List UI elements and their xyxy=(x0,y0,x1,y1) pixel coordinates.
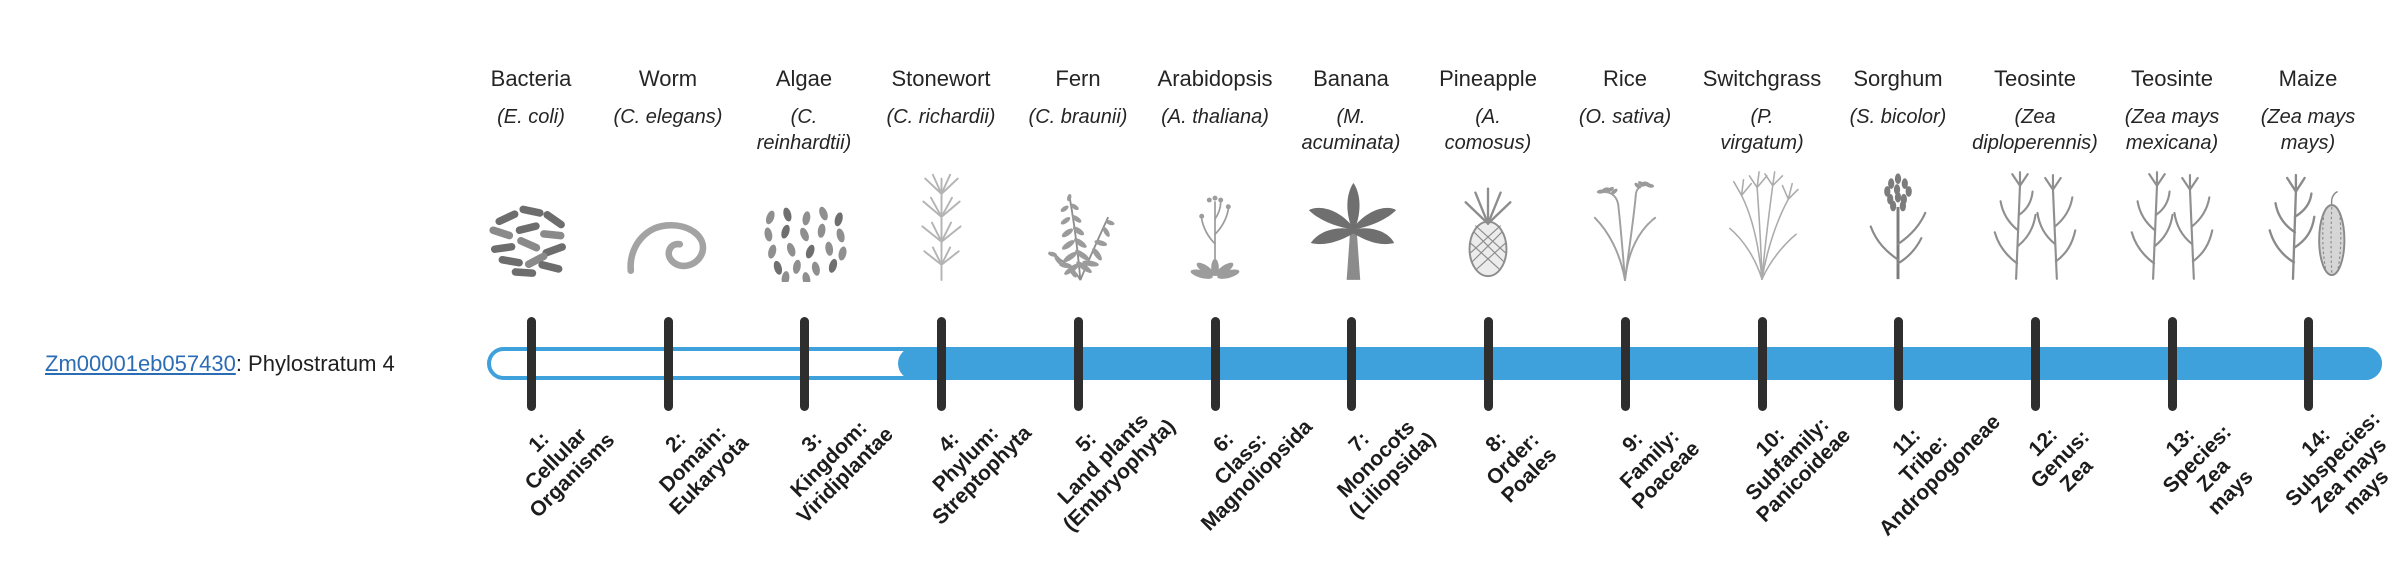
phylostratum-tick-10 xyxy=(1758,317,1767,411)
phylostratum-tick-1 xyxy=(527,317,536,411)
teosinte-icon xyxy=(1987,170,2084,282)
species-latin-name: (O. sativa) xyxy=(1578,106,1672,128)
phylostratum-tick-6 xyxy=(1211,317,1220,411)
species-illustration-box xyxy=(451,160,611,282)
species-common-name: Teosinte xyxy=(1994,66,2076,91)
species-column-sorghum: Sorghum (S. bicolor) xyxy=(1818,62,1978,282)
species-latin-name: (C. reinhardtii) xyxy=(756,106,852,154)
species-column-fern: Fern (C. braunii) xyxy=(998,62,1158,282)
species-common-name: Pineapple xyxy=(1439,66,1537,91)
phylostratum-tick-7 xyxy=(1347,317,1356,411)
species-latin-name: (Zea mays mays) xyxy=(2260,106,2356,154)
teosinte-icon xyxy=(2124,170,2221,282)
species-column-banana: Banana (M. acuminata) xyxy=(1271,62,1431,282)
species-column-maize: Maize (Zea mays mays) xyxy=(2228,62,2388,282)
species-latin-name: (Zea diploperennis) xyxy=(1972,106,2098,154)
species-common-name: Arabidopsis xyxy=(1157,66,1273,91)
algae-icon xyxy=(757,206,852,282)
bacteria-icon xyxy=(484,197,579,282)
species-latin-name: (C. braunii) xyxy=(1028,106,1128,128)
phylostrata-bar-fill xyxy=(898,347,2382,380)
species-illustration-box xyxy=(998,160,1158,282)
species-illustration-box xyxy=(2228,160,2388,282)
species-illustration-box xyxy=(1818,160,1978,282)
phylostratum-tick-14 xyxy=(2304,317,2313,411)
species-common-name: Banana xyxy=(1313,66,1389,91)
species-common-name: Rice xyxy=(1602,66,1647,91)
species-column-arabidopsis: Arabidopsis (A. thaliana) xyxy=(1135,62,1295,282)
species-column-switchgrass: Switchgrass (P. virgatum) xyxy=(1682,62,1842,282)
species-column-algae: Algae (C. reinhardtii) xyxy=(724,62,884,282)
gene-phylostratum-text: : Phylostratum 4 xyxy=(235,351,395,376)
species-column-teosinte-mexicana: Teosinte (Zea mays mexicana) xyxy=(2092,62,2252,282)
rice-icon xyxy=(1581,175,1669,282)
species-latin-name: (Zea mays mexicana) xyxy=(2124,106,2220,154)
worm-icon xyxy=(621,216,716,282)
phylostratum-tick-8 xyxy=(1484,317,1493,411)
species-latin-name: (A. thaliana) xyxy=(1161,106,1269,128)
species-illustration-box xyxy=(1545,160,1705,282)
species-latin-name: (M. acuminata) xyxy=(1301,106,1401,154)
species-latin-name: (C. richardii) xyxy=(886,106,996,128)
phylostratum-tick-11 xyxy=(1894,317,1903,411)
phylostratum-tick-2 xyxy=(664,317,673,411)
stonewort-icon xyxy=(908,167,975,282)
phylostratum-tick-12 xyxy=(2031,317,2040,411)
species-column-pineapple: Pineapple (A. comosus) xyxy=(1408,62,1568,282)
species-common-name: Bacteria xyxy=(490,66,572,91)
species-common-name: Switchgrass xyxy=(1702,66,1822,91)
species-latin-name: (E. coli) xyxy=(497,106,565,128)
switchgrass-icon xyxy=(1718,170,1806,282)
species-illustration-box xyxy=(861,160,1021,282)
maize-icon xyxy=(2260,170,2357,282)
species-column-worm: Worm (C. elegans) xyxy=(588,62,748,282)
phylostratum-tick-9 xyxy=(1621,317,1630,411)
gene-label: Zm00001eb057430: Phylostratum 4 xyxy=(45,350,395,377)
species-column-teosinte-diploperennis: Teosinte (Zea diploperennis) xyxy=(1955,62,2115,282)
arabidopsis-icon xyxy=(1177,177,1253,282)
species-illustration-box xyxy=(724,160,884,282)
fern-icon xyxy=(1032,180,1125,282)
species-illustration-box xyxy=(1955,160,2115,282)
species-latin-name: (C. elegans) xyxy=(613,106,723,128)
phylostratum-tick-4 xyxy=(937,317,946,411)
species-common-name: Teosinte xyxy=(2131,66,2213,91)
phylostratum-tick-3 xyxy=(800,317,809,411)
species-common-name: Maize xyxy=(2278,66,2338,91)
species-common-name: Algae xyxy=(775,66,833,91)
sorghum-icon xyxy=(1859,170,1937,282)
species-column-stonewort: Stonewort (C. richardii) xyxy=(861,62,1021,282)
species-latin-name: (P. virgatum) xyxy=(1720,106,1804,154)
species-illustration-box xyxy=(1271,160,1431,282)
species-latin-name: (S. bicolor) xyxy=(1849,106,1947,128)
banana-icon xyxy=(1303,175,1400,282)
species-column-rice: Rice (O. sativa) xyxy=(1545,62,1705,282)
phylostratum-tick-5 xyxy=(1074,317,1083,411)
species-latin-name: (A. comosus) xyxy=(1444,106,1532,154)
gene-link[interactable]: Zm00001eb057430 xyxy=(45,351,236,376)
species-common-name: Sorghum xyxy=(1853,66,1943,91)
species-column-bacteria: Bacteria (E. coli) xyxy=(451,62,611,282)
phylostratum-tick-13 xyxy=(2168,317,2177,411)
pineapple-icon xyxy=(1454,175,1522,282)
species-common-name: Stonewort xyxy=(891,66,991,91)
species-common-name: Worm xyxy=(638,66,698,91)
species-common-name: Fern xyxy=(1055,66,1101,91)
species-illustration-box xyxy=(1408,160,1568,282)
